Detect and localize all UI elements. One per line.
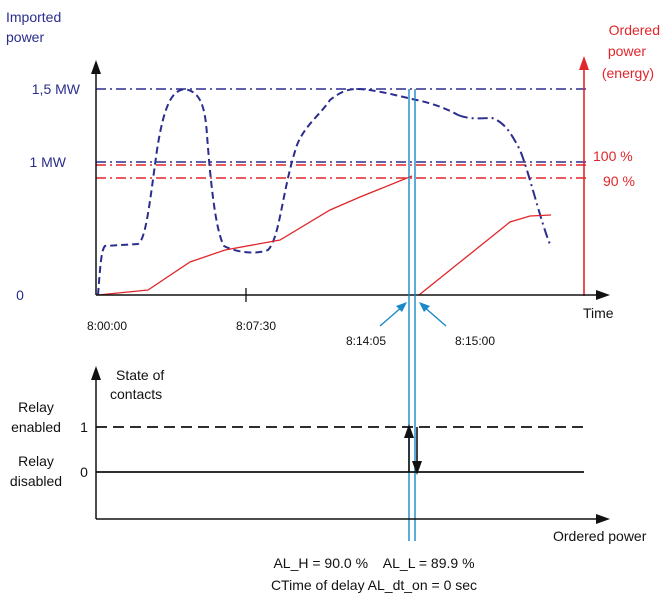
pointer-8-14-05 [379, 305, 404, 327]
imported-power-title-2: power [6, 29, 44, 45]
ordered-power-axis-label: Ordered power [553, 528, 647, 544]
y-tick-max: 1,5 MW [32, 81, 81, 97]
tick-zero-label: 0 [80, 464, 88, 480]
imported-power-curve [97, 87, 459, 296]
time-axis-label: Time [583, 305, 614, 321]
state-title-1: State of [116, 367, 164, 383]
bottom-x-axis-arrow [596, 514, 610, 524]
pointer-8-15-00 [422, 305, 447, 327]
pointer-8-14-05-head [396, 302, 407, 312]
pointer-8-15-00-head [419, 302, 430, 312]
relay-enabled-label-2: enabled [11, 419, 61, 435]
ordered-energy-curve-2 [418, 214, 552, 296]
state-title-2: contacts [110, 386, 162, 402]
relay-enabled-label-1: Relay [18, 399, 54, 415]
time-label-8-07-30: 8:07:30 [236, 319, 276, 333]
bottom-y-axis-arrow [91, 366, 101, 380]
relay-disabled-label-1: Relay [18, 453, 54, 469]
time-label-8-14-05: 8:14:05 [346, 334, 386, 348]
time-label-8-00-00: 8:00:00 [87, 319, 127, 333]
ordered-power-axis-arrow [579, 56, 589, 70]
label-100-percent: 100 % [593, 148, 633, 164]
top-x-axis-arrow [596, 290, 610, 300]
time-label-8-15-00: 8:15:00 [455, 334, 495, 348]
ordered-power-title-2: power [608, 43, 646, 59]
tick-one-label: 1 [80, 419, 88, 435]
threshold-values: AL_H = 90.0 % AL_L = 89.9 % [273, 555, 474, 571]
top-y-axis-arrow [91, 60, 101, 74]
label-90-percent: 90 % [603, 173, 635, 189]
imported-power-title-1: Imported [6, 9, 61, 25]
relay-switch-on-arrow-head [404, 424, 414, 438]
relay-disabled-label-2: disabled [10, 473, 62, 489]
imported-power-curve-tail [457, 114, 552, 248]
y-tick-zero: 0 [16, 287, 24, 303]
ordered-power-title-3: (energy) [602, 65, 654, 81]
relay-switch-off-arrow-head [412, 461, 422, 475]
ordered-energy-curve-1 [97, 175, 413, 296]
delay-setting: CTime of delay AL_dt_on = 0 sec [271, 577, 477, 593]
ordered-power-title-1: Ordered [609, 22, 660, 38]
y-tick-mid: 1 MW [29, 154, 66, 170]
